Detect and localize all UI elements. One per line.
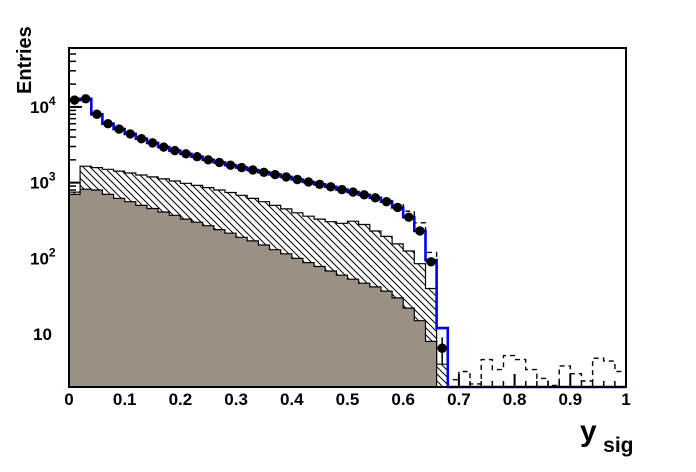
data-points <box>69 94 448 365</box>
data-point-marker <box>181 149 191 159</box>
frame-border <box>68 47 627 388</box>
x-axis-title-sub: sig <box>603 434 633 457</box>
x-tick-label: 0.4 <box>280 390 304 409</box>
data-point-marker <box>426 257 436 267</box>
x-tick-label: 0.8 <box>503 390 527 409</box>
data-point-marker <box>370 193 381 203</box>
data-point-marker <box>225 160 236 170</box>
data-point-marker <box>303 177 314 187</box>
data-point-marker <box>170 145 180 156</box>
y-tick-label: 10 <box>33 325 52 344</box>
data-point-marker <box>136 134 147 144</box>
data-point-marker <box>147 138 158 148</box>
y-axis-title: Entries <box>14 26 36 94</box>
data-point-marker <box>214 157 225 168</box>
data-point-marker <box>292 174 303 185</box>
y-tick-label: 103 <box>30 170 56 193</box>
x-tick-label: 0 <box>64 390 73 409</box>
x-tick-label: 0.1 <box>113 390 137 409</box>
data-point-marker <box>248 165 258 175</box>
x-tick-label: 0.5 <box>336 390 360 409</box>
gray-histogram-shape <box>68 188 438 388</box>
plot-frame <box>68 47 627 388</box>
data-point-marker <box>158 142 169 152</box>
data-point-marker <box>392 202 403 213</box>
data-point-marker <box>125 129 135 139</box>
x-axis-labels: 0 0.1 0.2 0.3 0.4 0.5 0.6 0.7 0.8 0.9 1 <box>64 390 630 409</box>
data-point-marker <box>404 212 414 222</box>
data-point-marker <box>192 152 202 162</box>
x-axis-title: y sig <box>580 415 633 457</box>
x-tick-label: 0.9 <box>558 390 582 409</box>
data-point-marker <box>314 179 325 190</box>
y-tick-label: 104 <box>30 94 56 117</box>
solid-gray-histogram <box>68 188 438 388</box>
x-tick-label: 0.2 <box>169 390 193 409</box>
data-point-marker <box>270 169 280 180</box>
y-axis-labels: 10 102 103 104 <box>30 94 56 344</box>
data-point-marker <box>103 119 113 129</box>
data-point-marker <box>203 155 213 165</box>
x-tick-label: 0.7 <box>447 390 471 409</box>
data-point-marker <box>359 190 369 200</box>
y-tick-label: 102 <box>30 245 56 268</box>
data-point-marker <box>281 172 291 182</box>
data-point-marker <box>337 184 347 195</box>
data-point-marker <box>348 187 358 197</box>
data-point-marker <box>69 95 80 105</box>
data-point-marker <box>415 226 425 236</box>
data-point-marker <box>437 343 447 353</box>
x-axis-title-main: y <box>580 415 597 448</box>
data-point-marker <box>114 124 124 134</box>
data-point-marker <box>236 162 247 173</box>
x-tick-label: 0.3 <box>224 390 248 409</box>
data-point-marker <box>81 94 91 104</box>
x-tick-label: 1 <box>621 390 630 409</box>
x-tick-label: 0.6 <box>391 390 415 409</box>
data-point-marker <box>92 109 102 119</box>
data-point-marker <box>381 197 392 207</box>
data-point-marker <box>259 167 269 177</box>
data-point-marker <box>326 182 336 192</box>
